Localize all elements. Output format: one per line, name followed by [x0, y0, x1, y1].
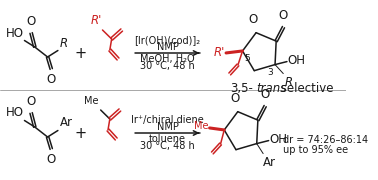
Text: O: O: [26, 15, 36, 28]
Text: R: R: [284, 76, 292, 89]
Text: HO: HO: [6, 26, 23, 39]
Text: +: +: [74, 125, 87, 141]
Text: Ar: Ar: [263, 156, 276, 169]
Text: HO: HO: [6, 107, 23, 120]
Text: O: O: [26, 95, 36, 108]
Text: NMP: NMP: [156, 122, 178, 132]
Text: toluene: toluene: [149, 134, 186, 144]
Text: 5: 5: [244, 54, 250, 63]
Text: OH: OH: [270, 133, 288, 146]
Text: Ar: Ar: [60, 116, 73, 129]
Text: O: O: [260, 88, 270, 101]
Text: selective: selective: [277, 82, 334, 94]
Text: NMP: NMP: [156, 42, 178, 52]
Text: Me: Me: [84, 96, 99, 106]
Text: Ir⁺/chiral diene: Ir⁺/chiral diene: [131, 115, 204, 125]
Text: OH: OH: [288, 54, 306, 67]
Text: 30 °C, 48 h: 30 °C, 48 h: [140, 141, 195, 151]
Text: O: O: [46, 153, 56, 166]
Text: O: O: [46, 73, 56, 86]
Text: up to 95% ee: up to 95% ee: [283, 145, 349, 155]
Text: O: O: [279, 9, 288, 22]
Text: 3: 3: [268, 68, 273, 76]
Text: 3,5-: 3,5-: [231, 82, 254, 94]
Text: R': R': [90, 14, 102, 27]
Text: dr = 74:26–86:14: dr = 74:26–86:14: [283, 135, 369, 145]
Text: +: +: [74, 46, 87, 60]
Text: R: R: [60, 37, 68, 50]
Text: 30 °C, 48 h: 30 °C, 48 h: [140, 61, 195, 71]
Text: [Ir(OH)(cod)]₂: [Ir(OH)(cod)]₂: [135, 35, 201, 45]
Text: R': R': [214, 46, 225, 59]
Text: MeOH, H₂O: MeOH, H₂O: [140, 54, 195, 64]
Text: Me: Me: [194, 121, 209, 131]
Text: O: O: [231, 92, 240, 105]
Text: O: O: [249, 13, 258, 26]
Text: trans: trans: [256, 82, 287, 94]
